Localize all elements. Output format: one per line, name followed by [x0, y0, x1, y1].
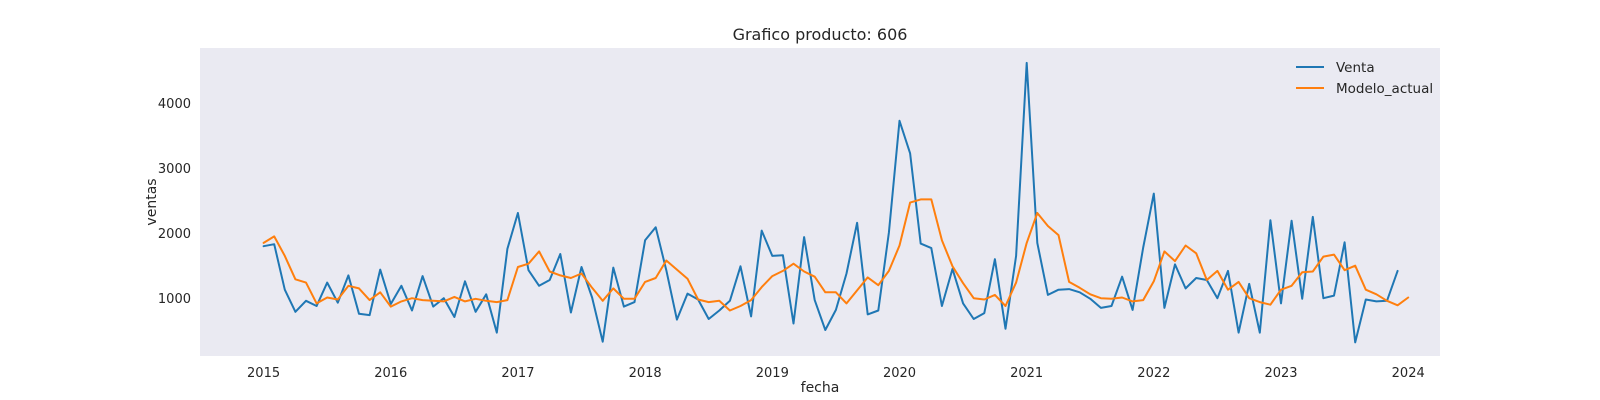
series-lines: [262, 61, 1410, 344]
series-line-venta: [262, 61, 1399, 344]
x-tick-label: 2017: [501, 366, 534, 381]
x-axis-label: fecha: [801, 380, 840, 396]
x-tick-label: 2020: [883, 366, 916, 381]
legend-label: Venta: [1336, 60, 1375, 76]
chart-title: Grafico producto: 606: [733, 25, 908, 44]
x-tick-label: 2024: [1392, 366, 1425, 381]
y-axis-label: ventas: [144, 178, 160, 225]
legend-label: Modelo_actual: [1336, 81, 1433, 97]
series-line-modelo-actual: [262, 198, 1410, 312]
x-tick-label: 2018: [629, 366, 662, 381]
y-tick-label: 2000: [158, 227, 191, 242]
x-tick-label: 2021: [1010, 366, 1043, 381]
legend: Venta Modelo_actual: [1296, 60, 1433, 97]
x-tick-label: 2022: [1137, 366, 1170, 381]
x-tick-label: 2016: [374, 366, 407, 381]
y-tick-label: 4000: [158, 97, 191, 112]
x-tick-label: 2015: [247, 366, 280, 381]
x-tick-label: 2019: [756, 366, 789, 381]
y-axis-ticks: 1000 2000 3000 4000: [158, 97, 191, 307]
y-tick-label: 1000: [158, 292, 191, 307]
x-tick-label: 2023: [1264, 366, 1297, 381]
y-tick-label: 3000: [158, 162, 191, 177]
x-axis-ticks: 2015 2016 2017 2018 2019 2020 2021 2022 2023 2024: [247, 366, 1425, 381]
